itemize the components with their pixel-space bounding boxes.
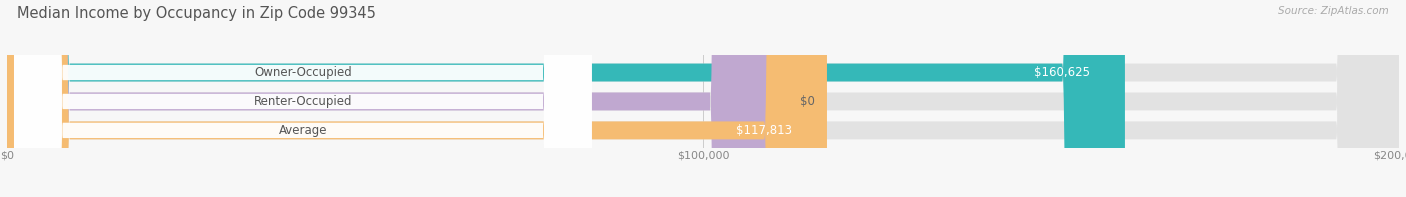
FancyBboxPatch shape bbox=[7, 0, 1399, 197]
FancyBboxPatch shape bbox=[7, 0, 1399, 197]
FancyBboxPatch shape bbox=[7, 0, 1125, 197]
FancyBboxPatch shape bbox=[14, 0, 592, 197]
FancyBboxPatch shape bbox=[14, 0, 592, 197]
Text: Median Income by Occupancy in Zip Code 99345: Median Income by Occupancy in Zip Code 9… bbox=[17, 6, 375, 21]
Text: Source: ZipAtlas.com: Source: ZipAtlas.com bbox=[1278, 6, 1389, 16]
Text: $0: $0 bbox=[800, 95, 815, 108]
Text: Owner-Occupied: Owner-Occupied bbox=[254, 66, 352, 79]
Text: Renter-Occupied: Renter-Occupied bbox=[253, 95, 352, 108]
FancyBboxPatch shape bbox=[7, 0, 827, 197]
FancyBboxPatch shape bbox=[14, 0, 592, 197]
Text: $160,625: $160,625 bbox=[1035, 66, 1090, 79]
FancyBboxPatch shape bbox=[7, 0, 773, 197]
FancyBboxPatch shape bbox=[7, 0, 1399, 197]
Text: Average: Average bbox=[278, 124, 328, 137]
Text: $117,813: $117,813 bbox=[737, 124, 792, 137]
